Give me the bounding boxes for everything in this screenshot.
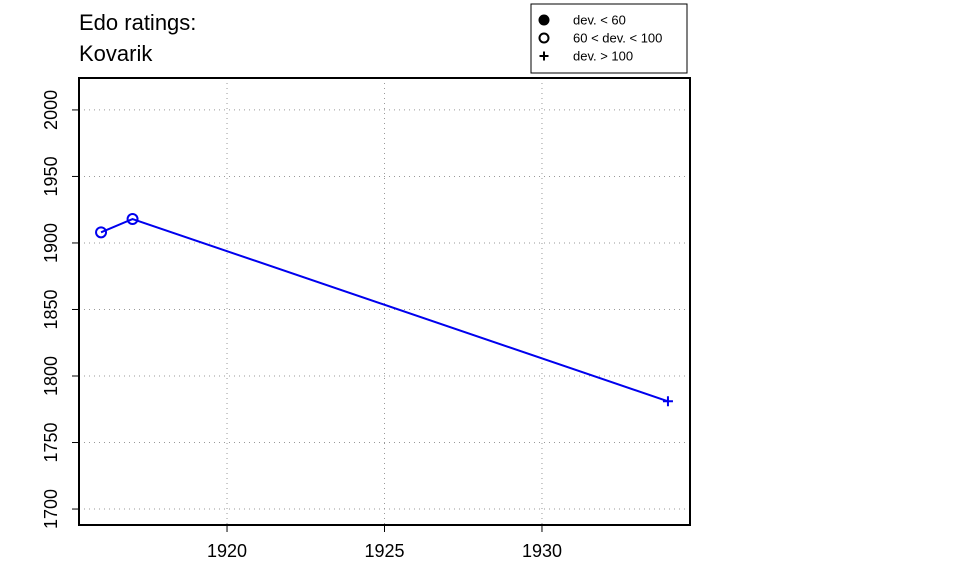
grid [79,78,690,525]
x-tick-label: 1925 [364,541,404,561]
x-tick-label: 1920 [207,541,247,561]
legend-label: dev. > 100 [573,49,633,64]
chart-title: Edo ratings: Kovarik [79,10,196,66]
series-line [100,217,669,403]
data-point [95,226,108,239]
legend-marker [539,51,549,61]
legend-label: dev. < 60 [573,13,626,28]
plot-frame [78,77,691,526]
y-axis: 1700 1750 1800 1850 1900 1950 2000 [41,90,79,529]
series-layer [95,213,673,407]
legend-label: 60 < dev. < 100 [573,31,662,46]
chart-title-line-1: Edo ratings: [79,10,196,35]
y-tick-label: 1800 [41,356,61,396]
y-tick-label: 1950 [41,156,61,196]
legend-box [530,3,688,74]
y-tick-label: 1700 [41,489,61,529]
data-point [126,213,139,226]
chart-title-line-2: Kovarik [79,41,153,66]
y-tick-label: 1850 [41,289,61,329]
y-tick-label: 1900 [41,223,61,263]
x-axis: 1920 1925 1930 [207,525,562,561]
y-tick-label: 2000 [41,90,61,130]
y-tick-label: 1750 [41,422,61,462]
x-tick-label: 1930 [522,541,562,561]
legend: dev. < 60 60 < dev. < 100 dev. > 100 [530,3,688,74]
data-point [662,396,673,407]
legend-marker [538,32,550,44]
legend-marker [538,14,550,26]
